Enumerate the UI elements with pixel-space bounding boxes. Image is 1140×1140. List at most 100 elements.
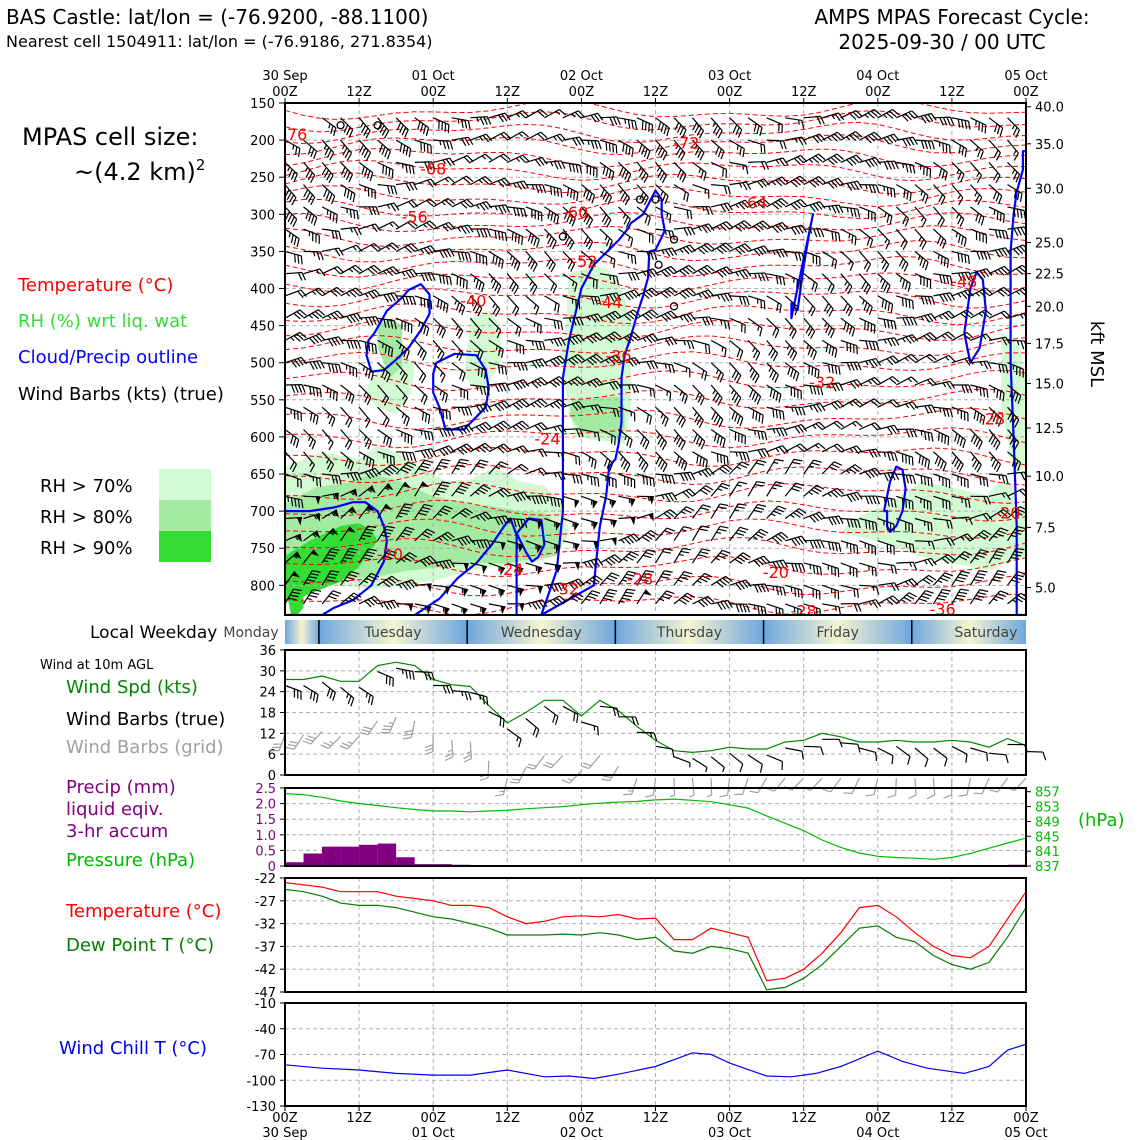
barb-full — [344, 150, 350, 159]
barb-staff — [859, 376, 875, 386]
profile-wind-barb — [581, 295, 602, 306]
profile-wind-barb — [655, 362, 675, 374]
barb-full — [293, 236, 297, 246]
top-time-label: 12Z — [643, 85, 669, 100]
barb-full — [810, 330, 816, 339]
barb-full — [455, 302, 460, 311]
barb-staff — [618, 331, 634, 341]
barb-full — [764, 161, 770, 170]
barb-half — [772, 428, 776, 434]
barb-full — [764, 272, 769, 282]
barb-full — [979, 251, 984, 260]
profile-wind-barb — [562, 353, 585, 366]
barb-full — [681, 393, 686, 402]
barb-full — [958, 197, 964, 206]
barb-half — [907, 378, 913, 383]
barb-full — [940, 255, 943, 265]
barb-full — [364, 341, 367, 351]
barb-full — [613, 259, 616, 269]
barb-staff — [988, 265, 1005, 275]
profile-wind-barb — [488, 362, 508, 376]
barb-full — [686, 193, 690, 203]
profile-wind-barb — [507, 379, 530, 391]
profile-wind-barb — [711, 317, 731, 330]
barb-full — [605, 336, 613, 344]
barb-full — [739, 146, 742, 156]
profile-wind-barb — [340, 226, 362, 236]
barb-staff — [525, 339, 543, 343]
barb-full — [514, 308, 520, 317]
barb-staff — [543, 273, 558, 286]
profile-wind-barb — [988, 570, 1007, 586]
barb-full — [390, 185, 394, 195]
barb-full — [360, 125, 367, 134]
profile-wind-barb — [803, 228, 825, 238]
barb-half — [610, 257, 613, 263]
barb-half — [904, 357, 909, 362]
barb-full — [664, 338, 671, 346]
barb-full — [609, 117, 614, 126]
barb-full — [367, 369, 371, 379]
barb-full — [838, 366, 841, 375]
barb-full — [1028, 436, 1036, 444]
barb-staff — [636, 184, 649, 198]
barb-full — [769, 388, 773, 397]
barb-staff — [562, 295, 580, 302]
profile-wind-barb — [933, 139, 951, 154]
barb-staff — [340, 312, 358, 319]
barb-full — [720, 293, 726, 302]
barb-full — [946, 275, 950, 285]
profile-wind-barb — [636, 360, 659, 370]
profile-wind-barb — [562, 295, 581, 310]
barb-full — [511, 231, 514, 241]
barb-full — [800, 155, 808, 162]
barb-staff — [840, 562, 857, 570]
barb-full — [719, 269, 727, 277]
barb-full — [323, 169, 330, 178]
barb-full — [608, 334, 616, 342]
barb-full — [500, 133, 508, 141]
barb-full — [837, 177, 845, 186]
barb-half — [661, 494, 665, 500]
barb-staff — [469, 295, 483, 309]
profile-wind-barb — [488, 295, 501, 317]
barb-full — [612, 116, 618, 126]
profile-wind-barb — [969, 184, 983, 206]
profile-wind-barb — [988, 362, 1009, 374]
profile-wind-barb — [654, 570, 673, 586]
barb-full — [994, 123, 998, 133]
barb-full — [509, 281, 515, 290]
barb-staff — [618, 250, 636, 257]
barb-full — [316, 251, 321, 261]
barb-full — [890, 452, 895, 462]
barb-staff — [451, 136, 469, 141]
barb-full — [686, 472, 692, 481]
barb-full — [1018, 266, 1026, 273]
barb-full — [739, 452, 743, 461]
barb-half — [867, 380, 873, 385]
profile-wind-barb — [507, 584, 524, 597]
profile-wind-barb — [525, 317, 542, 334]
barb-full — [742, 148, 745, 158]
barb-half — [757, 298, 759, 304]
barb-half — [624, 118, 627, 124]
barb-half — [620, 539, 625, 544]
barb-full — [975, 212, 979, 222]
barb-staff — [285, 289, 302, 297]
barb-half — [1011, 169, 1016, 174]
profile-wind-barb — [525, 358, 548, 369]
barb-full — [834, 349, 838, 358]
barb-full — [737, 223, 746, 231]
barb-full — [359, 144, 364, 153]
barb-full — [623, 336, 632, 344]
barb-full — [353, 313, 360, 322]
profile-wind-barb — [470, 384, 490, 396]
barb-staff — [544, 317, 562, 323]
profile-wind-barb — [673, 264, 696, 277]
profile-wind-barb — [877, 228, 891, 250]
profile-wind-barb — [1025, 316, 1026, 319]
barb-half — [956, 213, 960, 219]
barb-full — [589, 335, 598, 343]
barb-staff — [655, 310, 672, 319]
